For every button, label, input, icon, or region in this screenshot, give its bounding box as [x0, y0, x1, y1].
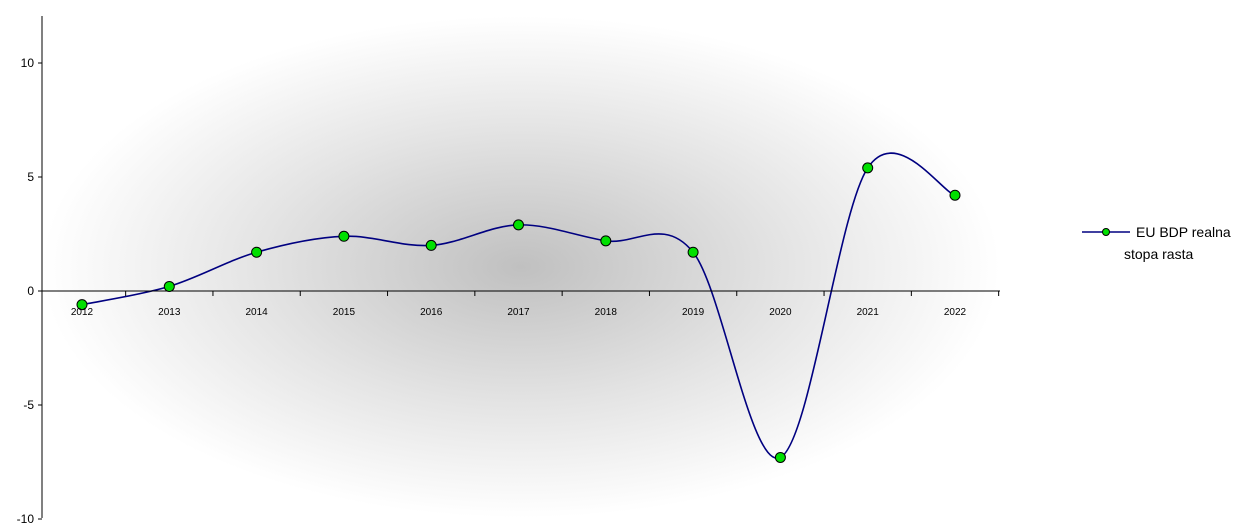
- data-point-2014: [251, 246, 263, 258]
- x-tick-label: 2020: [769, 307, 792, 318]
- plot-area-background: [42, 16, 1000, 518]
- data-point-2012: [76, 299, 88, 311]
- x-tick-label: 2021: [857, 307, 880, 318]
- legend: EU BDP realna stopa rasta: [1082, 224, 1231, 262]
- legend-marker: [1102, 228, 1110, 236]
- data-point-2022: [949, 189, 961, 201]
- data-point-2019: [687, 246, 699, 258]
- legend-label-line1: EU BDP realna: [1136, 224, 1231, 240]
- x-tick-label: 2018: [595, 307, 618, 318]
- data-point-2020: [774, 451, 786, 463]
- x-tick-label: 2014: [245, 307, 268, 318]
- data-point-2015: [338, 230, 350, 242]
- x-tick-label: 2017: [507, 307, 530, 318]
- axes-group: [38, 16, 1000, 520]
- data-point-2013: [163, 280, 175, 292]
- data-point-2016: [425, 239, 437, 251]
- x-tick-label: 2016: [420, 307, 443, 318]
- data-point-2018: [600, 235, 612, 247]
- y-tick-labels: 10 5 0 -5 -10: [17, 56, 35, 525]
- x-tick-label: 2013: [158, 307, 181, 318]
- y-tick-label: 0: [27, 284, 34, 298]
- data-point-2021: [862, 162, 874, 174]
- legend-label-line2: stopa rasta: [1124, 246, 1193, 262]
- x-tick-labels: 2012 2013 2014 2015 2016 2017 2018 2019 2020 2021…: [71, 307, 967, 318]
- x-tick-label: 2019: [682, 307, 705, 318]
- x-tick-label: 2015: [333, 307, 356, 318]
- data-point-2017: [513, 219, 524, 231]
- y-tick-label: -5: [23, 398, 34, 412]
- markers-group: [76, 162, 961, 463]
- x-tick-label: 2012: [71, 307, 94, 318]
- y-tick-label: 5: [27, 170, 34, 184]
- y-tick-label: -10: [17, 512, 35, 525]
- x-tick-label: 2022: [944, 307, 967, 318]
- y-tick-label: 10: [21, 56, 35, 70]
